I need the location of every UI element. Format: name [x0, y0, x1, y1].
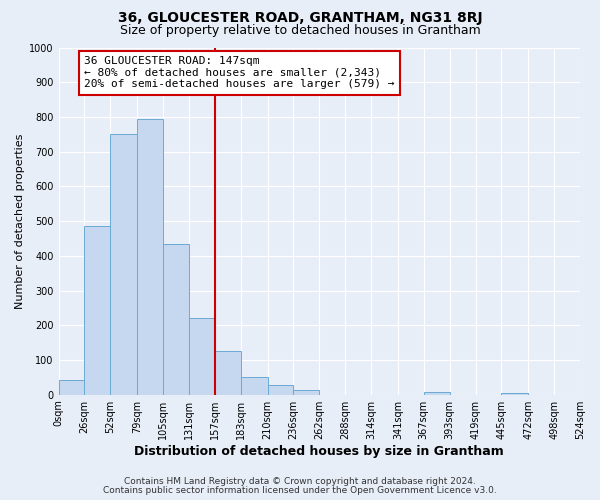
Bar — [215, 352, 241, 395]
Text: Contains public sector information licensed under the Open Government Licence v3: Contains public sector information licen… — [103, 486, 497, 495]
Bar — [85, 226, 110, 394]
Text: 36 GLOUCESTER ROAD: 147sqm
← 80% of detached houses are smaller (2,343)
20% of s: 36 GLOUCESTER ROAD: 147sqm ← 80% of deta… — [85, 56, 395, 90]
Bar — [59, 380, 85, 394]
Text: Size of property relative to detached houses in Grantham: Size of property relative to detached ho… — [119, 24, 481, 37]
Bar — [163, 244, 189, 394]
Bar — [241, 378, 268, 394]
Bar — [137, 118, 163, 394]
Bar — [502, 393, 528, 394]
Bar — [293, 390, 319, 394]
Y-axis label: Number of detached properties: Number of detached properties — [15, 134, 25, 309]
Bar — [424, 392, 449, 394]
Text: 36, GLOUCESTER ROAD, GRANTHAM, NG31 8RJ: 36, GLOUCESTER ROAD, GRANTHAM, NG31 8RJ — [118, 11, 482, 25]
Text: Contains HM Land Registry data © Crown copyright and database right 2024.: Contains HM Land Registry data © Crown c… — [124, 477, 476, 486]
Bar — [110, 134, 137, 394]
Bar — [268, 385, 293, 394]
X-axis label: Distribution of detached houses by size in Grantham: Distribution of detached houses by size … — [134, 444, 504, 458]
Bar — [189, 318, 215, 394]
